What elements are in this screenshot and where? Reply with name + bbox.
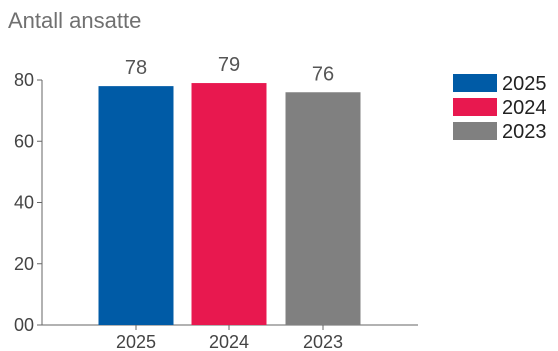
data-label: 76 xyxy=(312,63,334,85)
bar-2025 xyxy=(98,86,174,325)
data-label: 79 xyxy=(218,54,240,76)
legend-label: 2025 xyxy=(502,73,547,95)
legend-label: 2024 xyxy=(502,97,547,119)
legend-swatch xyxy=(453,98,497,116)
y-tick-label: 60 xyxy=(14,131,34,151)
x-tick-label: 2024 xyxy=(209,332,249,351)
legend-label: 2023 xyxy=(502,121,547,143)
y-tick-label: 20 xyxy=(14,254,34,274)
y-tick-label: 80 xyxy=(14,70,34,90)
chart-title: Antall ansatte xyxy=(8,8,142,33)
x-tick-label: 2025 xyxy=(116,332,156,351)
legend-swatch xyxy=(453,74,497,92)
x-tick-label: 2023 xyxy=(303,332,343,351)
y-tick-label: 40 xyxy=(14,193,34,213)
bar-2023 xyxy=(285,92,361,325)
legend-swatch xyxy=(453,122,497,140)
y-tick-label: 00 xyxy=(14,315,34,335)
data-label: 78 xyxy=(125,57,147,79)
bar-2024 xyxy=(191,83,267,325)
